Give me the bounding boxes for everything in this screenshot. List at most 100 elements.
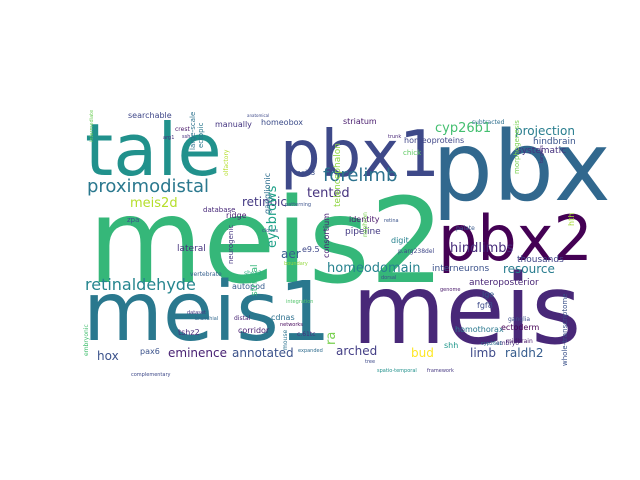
- word-ectoderm: ectoderm: [501, 323, 540, 332]
- word-palate: palate: [456, 225, 475, 232]
- word-pipeline: pipeline: [345, 227, 381, 237]
- word-raldh2: raldh2: [505, 346, 543, 360]
- word-interneurons: interneurons: [432, 264, 489, 274]
- word-lge: lge: [482, 290, 494, 299]
- word-systematic: systematic: [517, 146, 566, 156]
- word-striatal: striatal: [250, 265, 260, 296]
- word-branchial: branchial: [195, 316, 218, 322]
- word-cyp26a1: cyp26a1: [481, 341, 503, 347]
- word-ridge: ridge: [226, 211, 247, 220]
- word-digit: digit: [391, 236, 409, 245]
- word-homeobox: homeobox: [261, 118, 303, 127]
- word-olfactory: olfactory: [223, 149, 230, 176]
- word-pbx2: pbx2: [438, 202, 593, 275]
- word-embryo: embryo: [496, 340, 519, 347]
- word-genome: genome: [440, 287, 460, 293]
- word-bud: bud: [411, 346, 434, 360]
- word-complementary: complementary: [131, 372, 171, 378]
- word-aer: aer: [281, 247, 301, 261]
- word-trunk: trunk: [388, 134, 401, 140]
- word-lateral: lateral: [177, 244, 206, 254]
- word-corridor: corridor: [238, 326, 270, 335]
- word-anatomical: anatomical: [247, 113, 269, 118]
- word-database: database: [203, 206, 235, 214]
- word-whole-transcriptome: whole-transcriptome: [561, 294, 569, 367]
- word-crest: crest: [175, 126, 190, 133]
- word-vertebrate: vertebrate: [190, 271, 222, 278]
- word-e9.5: e9.5: [302, 245, 320, 254]
- word-p.arg238del: p.arg238del: [398, 248, 435, 255]
- word-retina: retina: [384, 218, 399, 224]
- word-thousands: thousands: [517, 255, 564, 265]
- word-resource: resource: [503, 262, 555, 276]
- word-homothorax: homothorax: [455, 325, 504, 334]
- word-limb: limb: [470, 346, 496, 360]
- word-retinoic: ra: [324, 332, 339, 345]
- word-hox: hox: [97, 349, 119, 363]
- word-pax6: pax6: [140, 347, 160, 356]
- word-proximodistal: proximodistal: [87, 176, 209, 197]
- word-clones: clones: [262, 228, 278, 234]
- word-tree: tree: [365, 359, 375, 365]
- word-meis: meis: [352, 254, 581, 366]
- word-arched: arched: [336, 344, 377, 358]
- word-morphogenesis: morphogenesis: [513, 120, 521, 174]
- word-intermediate: intermediate: [89, 110, 95, 142]
- word-ganglionic: ganglionic: [263, 173, 272, 214]
- word-striatum: striatum: [343, 117, 377, 126]
- word-embryonic: embryonic: [83, 324, 90, 356]
- word-mouse: mouse: [282, 330, 289, 350]
- word-consortium: consortium: [322, 213, 331, 258]
- word-targets: targets: [539, 145, 545, 163]
- word-c.61tc: c.61tc: [297, 331, 316, 338]
- word-subtracted: subtracted: [472, 119, 505, 126]
- word-chick: chick: [403, 149, 422, 157]
- word-shh: shh: [444, 341, 458, 350]
- word-ectopic: ectopic: [197, 122, 205, 148]
- word-ganglia: ganglia: [508, 316, 530, 323]
- word-neurogenic: neurogenic: [227, 225, 235, 264]
- word-meis2d: meis2d: [130, 196, 178, 211]
- word-retinaldehyde: retinaldehyde: [85, 275, 196, 294]
- word-spatio-temporal: spatio-temporal: [377, 368, 417, 374]
- word-meis1: meis1: [83, 265, 331, 360]
- word-pbx1: pbx1: [280, 118, 440, 192]
- word-framework: framework: [427, 368, 454, 374]
- word-hth: hth: [567, 213, 576, 226]
- word-telencephalon: telencephalon: [333, 143, 343, 207]
- word-tented: tented: [307, 186, 350, 201]
- word-nephron: nephron: [362, 212, 369, 237]
- word-homeodomain: homeodomain: [327, 261, 421, 276]
- word-large-scale: large-scale: [189, 112, 197, 150]
- word-tale: tale: [85, 108, 222, 192]
- word-integration: integration: [286, 299, 313, 305]
- word-annotated: annotated: [232, 346, 294, 360]
- word-eyebrows: eyebrows: [265, 185, 280, 248]
- word-cyp26b1: cyp26b1: [435, 121, 491, 136]
- word-forelimb: forelimb: [323, 165, 397, 186]
- word-networks: networks: [280, 322, 303, 328]
- word-arg1: arg1: [163, 135, 174, 141]
- word-projection: projection: [515, 124, 575, 138]
- word-distal: distal: [234, 315, 251, 322]
- word-boundary: boundary: [284, 261, 308, 267]
- word-cdnas: cdnas: [271, 313, 295, 322]
- word-ra: retinoic: [242, 195, 287, 209]
- word-manually: manually: [215, 120, 252, 129]
- word-anteroposterior: anteroposterior: [469, 278, 539, 288]
- word-expanded: expanded: [298, 348, 323, 354]
- word-ssh: ssh: [182, 134, 190, 140]
- word-searchable: searchable: [128, 111, 172, 120]
- word-patterning: patterning: [285, 202, 311, 208]
- word-dataset: dataset: [187, 310, 206, 316]
- word-fgf8: fgf8: [477, 301, 493, 310]
- word-eminence: eminence: [168, 346, 227, 360]
- word-meis2: meis2: [88, 172, 445, 310]
- word-identity: identity: [349, 215, 380, 224]
- word-hindlimbs: hindlimbs: [450, 241, 513, 256]
- word-zpa: zpa: [127, 216, 139, 224]
- word-hindbrain: hindbrain: [533, 137, 576, 147]
- word-meis3: meis3: [294, 169, 315, 177]
- word-tshz2: tshz2: [178, 328, 200, 337]
